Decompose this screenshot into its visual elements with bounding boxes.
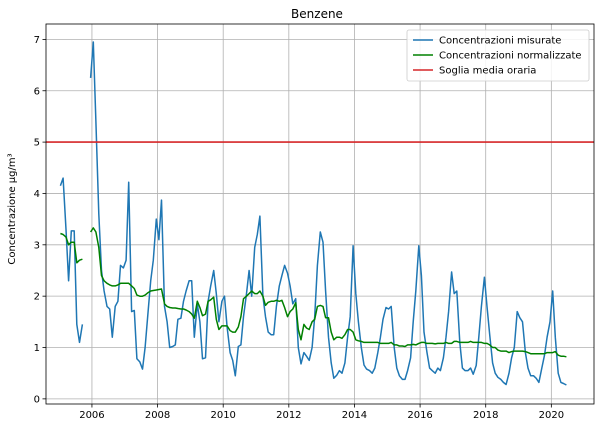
y-tick-label: 5 bbox=[34, 138, 40, 149]
y-tick-label: 1 bbox=[34, 343, 40, 354]
legend-entry: Concentrazioni normalizzate bbox=[439, 51, 582, 62]
x-tick-label: 2010 bbox=[210, 410, 235, 421]
y-tick-label: 7 bbox=[34, 35, 40, 46]
x-tick-label: 2020 bbox=[539, 410, 564, 421]
y-tick-label: 3 bbox=[34, 240, 40, 251]
plot-area bbox=[46, 42, 594, 385]
series-line-measured bbox=[91, 42, 567, 385]
y-tick-label: 0 bbox=[34, 394, 40, 405]
chart-title: Benzene bbox=[291, 7, 343, 21]
x-tick-label: 2016 bbox=[407, 410, 432, 421]
x-tick-label: 2006 bbox=[79, 410, 104, 421]
x-tick-label: 2014 bbox=[342, 410, 367, 421]
legend: Concentrazioni misurate Concentrazioni no… bbox=[407, 30, 589, 81]
y-tick-label: 4 bbox=[34, 189, 40, 200]
x-tick-label: 2018 bbox=[473, 410, 498, 421]
x-tick-label: 2012 bbox=[276, 410, 301, 421]
x-tick-label: 2008 bbox=[145, 410, 170, 421]
axes: 2006 2008 2010 2012 2014 2016 2018 2020 0 1 2 3 4 5 6 7 bbox=[34, 24, 594, 421]
series-group bbox=[46, 42, 594, 385]
y-axis-label: Concentrazione µg/m³ bbox=[7, 153, 18, 264]
y-tick-label: 2 bbox=[34, 292, 40, 303]
legend-entry: Concentrazioni misurate bbox=[439, 36, 561, 47]
legend-entry: Soglia media oraria bbox=[439, 66, 536, 77]
y-tick-label: 6 bbox=[34, 86, 40, 97]
